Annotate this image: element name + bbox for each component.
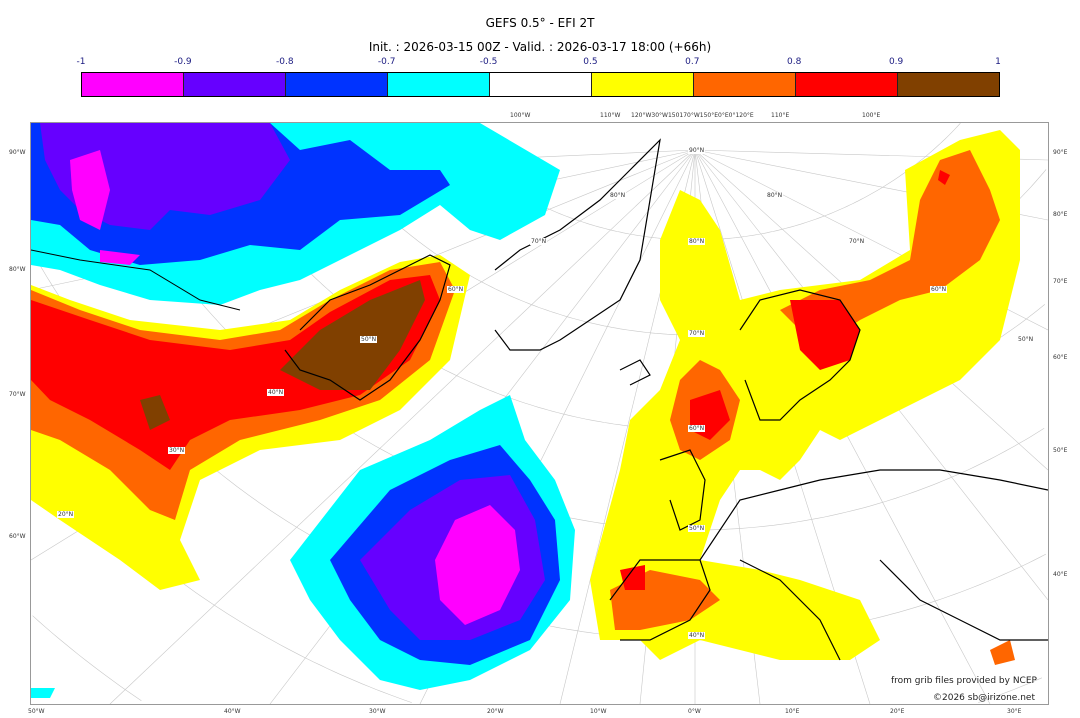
coastline-italy <box>739 559 841 661</box>
right-axis-label: 90°E <box>1053 149 1068 156</box>
latitude-label: 70°N <box>848 238 866 245</box>
right-axis-label: 40°E <box>1053 571 1068 578</box>
colorbar-swatch <box>82 73 184 96</box>
latitude-label: 60°N <box>688 425 706 432</box>
left-axis-label: 70°W <box>9 391 26 398</box>
colorbar-tick-label: -0.9 <box>174 57 192 67</box>
bottom-axis-label: 20°W <box>487 708 504 715</box>
red-region-russia <box>938 170 950 185</box>
colorbar-swatch <box>592 73 694 96</box>
parallel-line <box>32 615 142 701</box>
data-source-credit: from grib files provided by NCEP <box>891 676 1037 686</box>
magenta-region-north-america <box>100 250 140 265</box>
copyright: ©2026 sb@irizone.net <box>933 693 1035 703</box>
latitude-label: 80°N <box>609 192 627 199</box>
latitude-label: 50°N <box>360 336 378 343</box>
coastline-labrador <box>284 254 451 401</box>
coastline-greenland <box>494 138 661 351</box>
colorbar-tick-label: -0.8 <box>275 57 294 67</box>
colorbar-tick-label: 0.7 <box>685 57 700 67</box>
left-axis-label: 80°W <box>9 266 26 273</box>
left-axis-label: 90°W <box>9 149 26 156</box>
orange-region-turkey <box>990 640 1015 665</box>
latitude-label: 60°N <box>447 286 465 293</box>
colorbar <box>81 72 1000 97</box>
latitude-label: 50°N <box>688 525 706 532</box>
bottom-axis-label: 40°W <box>224 708 241 715</box>
colorbar-tick-label: 0.8 <box>787 57 802 67</box>
latitude-label: 80°N <box>766 192 784 199</box>
right-axis-label: 60°E <box>1053 354 1068 361</box>
right-axis-label: 80°E <box>1053 211 1068 218</box>
right-axis-label: 70°E <box>1053 278 1068 285</box>
colorbar-tick-label: -0.5 <box>479 57 498 67</box>
colorbar-swatch <box>184 73 286 96</box>
colorbar-swatch <box>388 73 490 96</box>
colorbar-tick-label: 0.9 <box>888 57 904 67</box>
bottom-axis-label: 0°W <box>688 708 701 715</box>
colorbar-tick-label: 1 <box>995 57 1001 67</box>
coastline-europe <box>699 469 1048 561</box>
coastline-hudson <box>31 249 241 311</box>
parallel-line <box>978 677 1043 703</box>
coastline-iberia <box>609 559 711 641</box>
coastline-iceland <box>619 359 651 386</box>
bottom-axis-label: 10°E <box>785 708 800 715</box>
brown-region-atlantic <box>280 280 425 390</box>
colorbar-tick-label: -0.7 <box>377 57 396 67</box>
meridian-line <box>109 149 696 704</box>
coastline-scandinavia <box>739 289 861 421</box>
right-axis-label: 50°E <box>1053 447 1068 454</box>
bottom-axis-label: 10°W <box>590 708 607 715</box>
bottom-axis-label: 30°W <box>369 708 386 715</box>
latitude-label: 40°N <box>267 389 285 396</box>
map-area[interactable] <box>30 122 1049 705</box>
efi-map <box>31 123 1048 704</box>
bottom-axis-label: 50°W <box>28 708 45 715</box>
map-subtitle: Init. : 2026-03-15 00Z - Valid. : 2026-0… <box>368 40 712 54</box>
latitude-label: 20°N <box>57 511 75 518</box>
brown-region-atlantic <box>140 395 170 430</box>
bottom-axis-label: 20°E <box>890 708 905 715</box>
left-axis-label: 60°W <box>9 533 26 540</box>
latitude-label: 50°N <box>1017 336 1035 343</box>
colorbar-tick-label: -1 <box>76 57 86 67</box>
colorbar-tick-label: 0.5 <box>583 57 598 67</box>
latitude-label: 70°N <box>530 238 548 245</box>
top-axis-label: 110°E <box>771 112 790 119</box>
orange-region-russia <box>780 150 1000 340</box>
magenta-region-atlantic <box>435 505 520 625</box>
latitude-label: 60°N <box>930 286 948 293</box>
latitude-label: 70°N <box>688 330 706 337</box>
cyan-region-atlantic <box>31 688 55 698</box>
colorbar-swatch <box>796 73 898 96</box>
colorbar-swatch <box>694 73 796 96</box>
top-axis-label: 100°E <box>862 112 881 119</box>
red-region-iberia <box>620 565 645 590</box>
latitude-label: 40°N <box>688 632 706 639</box>
top-axis-label: 120°W30°W150170°W150°E0°E0°120°E <box>631 112 754 119</box>
latitude-label: 90°N <box>688 147 706 154</box>
top-axis-label: 110°W <box>600 112 621 119</box>
latitude-label: 80°N <box>688 238 706 245</box>
red-region-scandinavia <box>790 300 860 370</box>
colorbar-swatch <box>898 73 999 96</box>
colorbar-swatch <box>286 73 388 96</box>
magenta-region-north-america <box>70 150 110 230</box>
map-title: GEFS 0.5° - EFI 2T <box>485 16 595 30</box>
coastline-balkans <box>879 559 1048 641</box>
top-axis-label: 100°W <box>510 112 531 119</box>
latitude-label: 30°N <box>168 447 186 454</box>
colorbar-swatch <box>490 73 592 96</box>
bottom-axis-label: 30°E <box>1007 708 1022 715</box>
coastline-great-britain <box>659 449 706 531</box>
